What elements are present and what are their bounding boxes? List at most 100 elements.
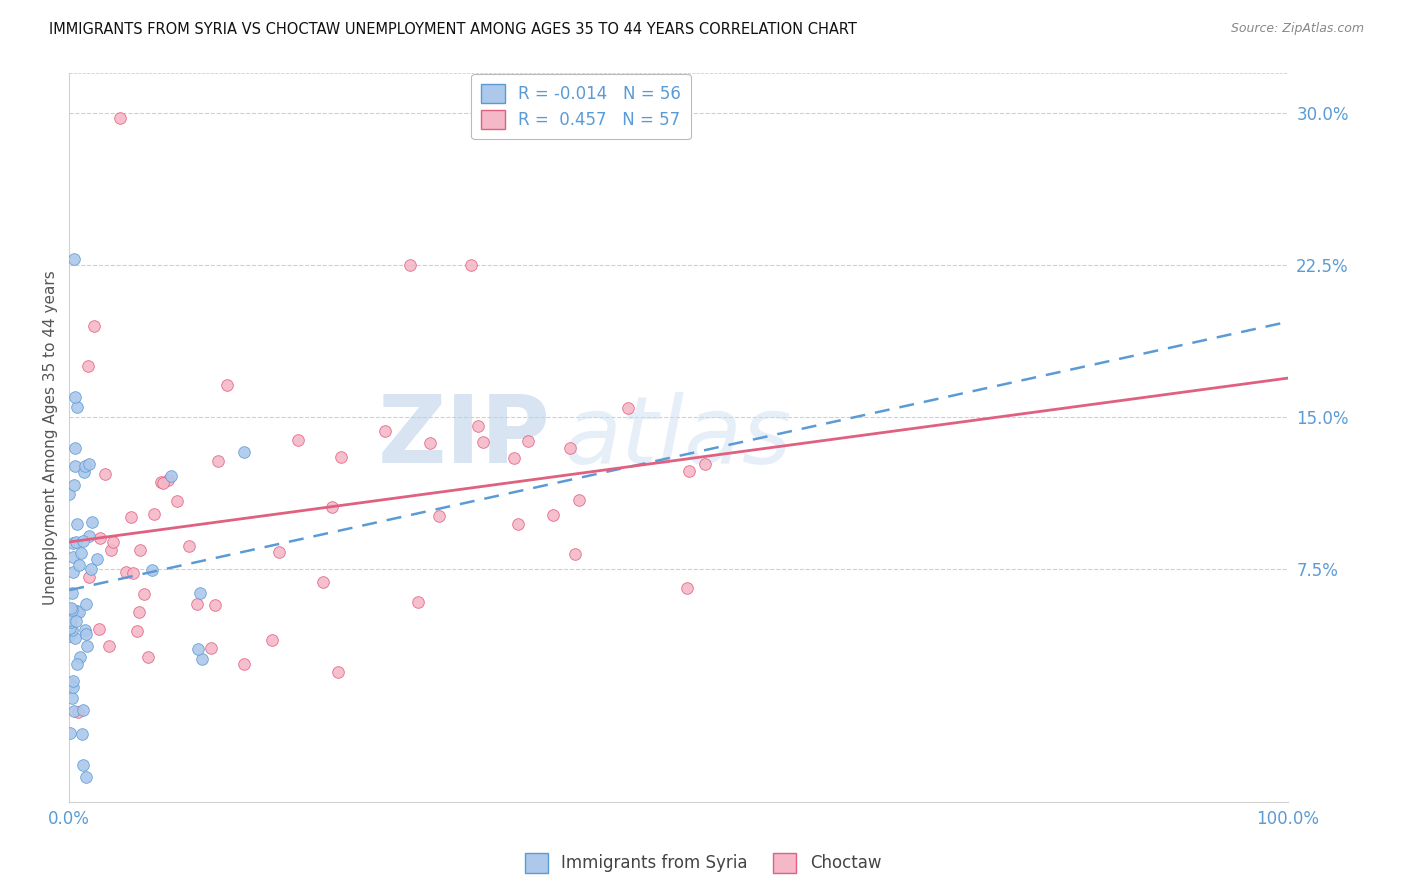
Point: [321, 500, 343, 515]
Point: [66, 657, 89, 672]
Point: [79, 457, 101, 471]
Point: [406, 595, 429, 609]
Point: [693, 457, 716, 471]
Point: [467, 419, 489, 434]
Point: [399, 258, 422, 272]
Point: [150, 475, 173, 490]
Point: [191, 652, 214, 666]
Point: [67, 605, 90, 619]
Point: [136, 650, 159, 665]
Point: [77, 569, 100, 583]
Legend: Immigrants from Syria, Choctaw: Immigrants from Syria, Choctaw: [519, 847, 887, 880]
Point: [69, 558, 91, 572]
Point: [311, 574, 333, 589]
Point: [186, 597, 208, 611]
Point: [177, 539, 200, 553]
Point: [678, 464, 700, 478]
Point: [62, 674, 84, 689]
Point: [63, 252, 86, 267]
Point: [59, 613, 82, 627]
Text: IMMIGRANTS FROM SYRIA VS CHOCTAW UNEMPLOYMENT AMONG AGES 35 TO 44 YEARS CORRELAT: IMMIGRANTS FROM SYRIA VS CHOCTAW UNEMPLO…: [49, 22, 858, 37]
Point: [676, 582, 699, 596]
Point: [89, 531, 111, 545]
Point: [132, 587, 155, 601]
Point: [502, 450, 524, 465]
Point: [419, 435, 441, 450]
Point: [72, 758, 94, 772]
Point: [87, 622, 110, 636]
Point: [94, 467, 117, 482]
Point: [73, 465, 96, 479]
Point: [86, 552, 108, 566]
Point: [120, 509, 142, 524]
Point: [543, 508, 565, 523]
Point: [65, 534, 87, 549]
Point: [76, 639, 98, 653]
Point: [233, 445, 256, 459]
Point: [66, 604, 89, 618]
Point: [63, 441, 86, 455]
Point: [65, 614, 87, 628]
Text: atlas: atlas: [562, 392, 792, 483]
Point: [157, 473, 180, 487]
Point: [59, 615, 82, 629]
Point: [65, 516, 87, 531]
Point: [125, 624, 148, 638]
Point: [65, 400, 87, 414]
Point: [66, 705, 89, 719]
Point: [101, 535, 124, 549]
Point: [83, 318, 105, 333]
Point: [58, 629, 80, 643]
Point: [110, 111, 132, 125]
Point: [63, 390, 86, 404]
Point: [129, 543, 152, 558]
Point: [75, 770, 97, 784]
Point: [58, 726, 80, 740]
Point: [558, 441, 581, 455]
Point: [60, 585, 83, 599]
Point: [262, 633, 284, 648]
Point: [204, 598, 226, 612]
Point: [65, 631, 87, 645]
Point: [75, 624, 97, 638]
Point: [75, 627, 97, 641]
Point: [374, 424, 396, 438]
Point: [80, 515, 103, 529]
Point: [287, 433, 309, 447]
Point: [98, 640, 121, 654]
Point: [69, 649, 91, 664]
Point: [80, 562, 103, 576]
Point: [58, 487, 80, 501]
Point: [76, 359, 98, 374]
Point: [269, 545, 291, 559]
Text: ZIP: ZIP: [378, 392, 551, 483]
Point: [460, 258, 482, 272]
Point: [141, 563, 163, 577]
Point: [232, 657, 254, 672]
Point: [75, 597, 97, 611]
Point: [63, 459, 86, 474]
Point: [70, 727, 93, 741]
Point: [62, 566, 84, 580]
Point: [568, 493, 591, 508]
Point: [516, 434, 538, 449]
Point: [564, 547, 586, 561]
Point: [506, 517, 529, 532]
Point: [59, 676, 82, 690]
Y-axis label: Unemployment Among Ages 35 to 44 years: Unemployment Among Ages 35 to 44 years: [44, 270, 58, 605]
Point: [215, 377, 238, 392]
Point: [62, 680, 84, 694]
Point: [122, 566, 145, 581]
Point: [70, 546, 93, 560]
Point: [77, 529, 100, 543]
Point: [326, 665, 349, 680]
Text: Source: ZipAtlas.com: Source: ZipAtlas.com: [1230, 22, 1364, 36]
Point: [115, 565, 138, 579]
Point: [166, 493, 188, 508]
Point: [188, 585, 211, 599]
Point: [60, 623, 83, 637]
Point: [143, 507, 166, 521]
Point: [72, 704, 94, 718]
Point: [59, 600, 82, 615]
Point: [152, 476, 174, 491]
